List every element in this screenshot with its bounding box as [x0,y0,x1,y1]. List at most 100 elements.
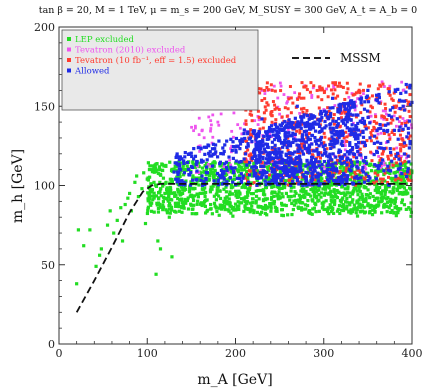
point-allowed [289,183,293,188]
point-tevatron-10fb-excluded [358,170,362,174]
point-allowed [302,113,306,117]
point-lep-excluded [298,196,302,200]
point-allowed [259,145,263,149]
point-lep-excluded [207,174,212,178]
point-lep-excluded [181,202,185,206]
point-lep-excluded [272,202,276,206]
point-tevatron-10fb-excluded [406,102,410,106]
point-allowed [406,170,410,174]
point-lep-excluded [181,191,185,196]
point-lep-excluded [304,189,308,194]
point-allowed [400,172,404,176]
point-allowed [339,105,343,109]
point-lep-excluded [152,210,156,214]
point-lep-excluded [215,209,219,213]
point-lep-excluded [202,169,206,174]
point-lep-excluded [328,203,332,207]
point-tevatron-10fb-excluded [407,178,411,182]
point-allowed [222,170,226,174]
point-allowed [220,182,225,186]
point-allowed [193,154,198,158]
point-allowed [260,150,264,154]
point-lep-excluded [390,191,394,195]
point-allowed [336,107,340,111]
point-allowed [307,125,312,129]
point-allowed [285,173,289,178]
point-allowed [341,173,346,177]
point-lep-excluded [346,185,350,189]
point-tevatron-10fb-excluded [370,159,374,163]
point-tevatron-10fb-excluded [289,96,293,100]
point-tevatron-2010-excluded [263,92,267,95]
point-lep-excluded [276,197,280,201]
point-3-2 [207,152,211,156]
point-tevatron-10fb-excluded [333,88,337,92]
point-allowed [356,121,360,126]
point-allowed [290,125,295,130]
point-lep-excluded [185,168,189,172]
point-tevatron-10fb-excluded [257,87,261,91]
point-lep-excluded [344,193,348,197]
point-allowed [302,144,306,148]
point-lep-excluded [357,162,361,167]
point-lep-excluded [340,164,344,168]
point-tevatron-10fb-excluded [383,116,387,120]
point-lep-excluded [296,198,301,202]
point-allowed [301,133,305,137]
point-allowed [313,135,317,140]
point-tevatron-2010-excluded [360,156,364,160]
point-tevatron-10fb-excluded [363,125,367,129]
point-lep-excluded [336,207,340,212]
point-allowed [361,135,366,139]
point-allowed [381,158,385,162]
point-allowed [356,166,360,170]
point-allowed [340,177,344,181]
point-allowed [345,176,349,180]
point-lep-excluded [350,192,355,196]
point-allowed [316,175,320,179]
point-lep-excluded [168,189,172,193]
point-allowed [359,176,363,180]
point-allowed [338,159,342,163]
point-tevatron-10fb-excluded [258,127,262,131]
point-tevatron-2010-excluded [379,131,383,135]
point-lep-excluded [255,178,259,183]
point-lep-excluded [367,211,372,215]
point-allowed [359,98,363,102]
point-lep-excluded [322,200,326,204]
point-lep-excluded [250,181,254,185]
point-allowed [259,142,263,146]
point-tevatron-10fb-excluded [344,170,348,174]
point-lep-excluded [182,173,186,177]
point-allowed [337,117,341,121]
point-allowed [175,154,179,158]
point-tevatron-10fb-excluded [321,88,325,92]
point-allowed [255,140,260,145]
point-allowed [305,113,310,117]
point-allowed [338,129,342,134]
point-lep-excluded [243,173,248,177]
point-lep-excluded [147,194,151,199]
point-lep-excluded [235,205,239,209]
point-allowed [246,142,250,146]
point-0-29 [158,247,163,251]
point-lep-excluded [289,194,293,199]
point-lep-excluded [156,201,161,205]
point-allowed [331,106,335,110]
point-lep-excluded [288,198,292,202]
point-allowed [331,162,335,166]
point-allowed [408,86,412,90]
point-allowed [185,160,190,165]
point-tevatron-10fb-excluded [336,94,340,98]
point-tevatron-10fb-excluded [265,101,269,105]
point-lep-excluded [191,161,195,165]
point-lep-excluded [261,188,265,192]
point-lep-excluded [364,185,368,190]
point-tevatron-10fb-excluded [345,135,349,139]
point-lep-excluded [312,206,316,210]
point-tevatron-10fb-excluded [301,110,305,114]
point-allowed [404,124,408,128]
point-lep-excluded [404,182,408,186]
mssm-legend: MSSM [292,51,381,65]
point-tevatron-10fb-excluded [327,84,331,88]
